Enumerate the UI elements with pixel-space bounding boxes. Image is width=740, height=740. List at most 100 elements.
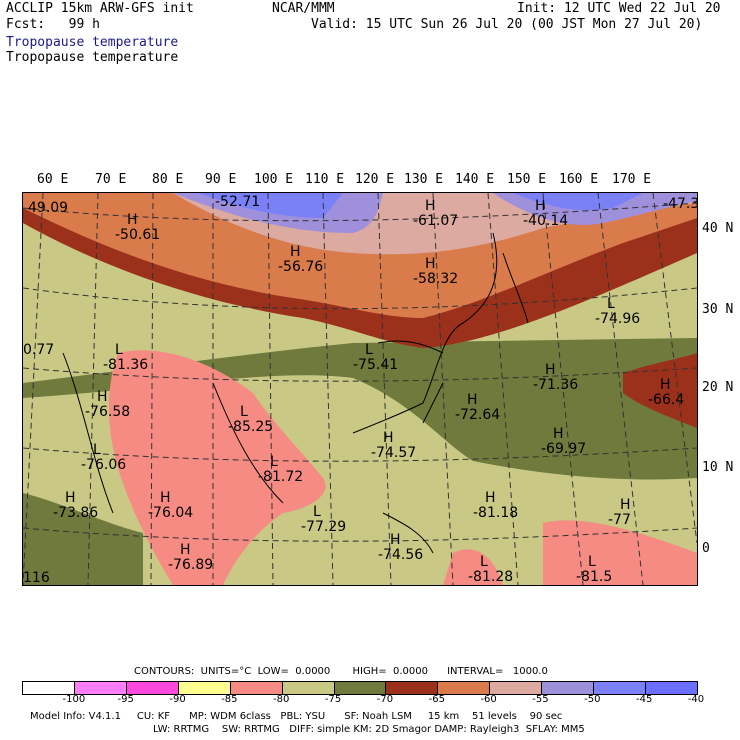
model-info-line2: LW: RRTMG SW: RRTMG DIFF: simple KM: 2D … [153, 724, 585, 735]
color-bar-tick: -50 [584, 694, 601, 705]
lat-label: 0 [702, 541, 710, 556]
extremum-value: -76.89 [168, 557, 214, 573]
extremum-symbol: H [390, 532, 401, 548]
extremum-marker: L -85.25 [228, 405, 273, 435]
extremum-marker: H -76.89 [168, 543, 213, 573]
color-bar-tick: -95 [117, 694, 134, 705]
extremum-value: -74.96 [595, 311, 641, 327]
extremum-value: -66.4 [648, 392, 685, 408]
extremum-marker: H -76.04 [148, 491, 193, 521]
lat-label: 10 N [702, 460, 734, 475]
extremum-marker: H -74.56 [378, 533, 423, 563]
graticule [23, 193, 697, 585]
extremum-marker: H -50.61 [115, 213, 160, 243]
lon-label: 60 E [37, 172, 69, 187]
extremum-symbol: L [588, 554, 596, 570]
color-bar-tick: -40 [687, 694, 705, 705]
extrema-markers: 49.09H-50.61-52.71H-61.07H-40.14-47.38H-… [23, 193, 697, 586]
color-bar-swatch [126, 682, 179, 694]
extremum-symbol: H [383, 430, 394, 446]
color-bar [22, 681, 698, 695]
extremum-value: -81.5 [576, 569, 613, 585]
color-bar-swatch [74, 682, 127, 694]
init-time: Init: 12 UTC Wed 22 Jul 20 [517, 1, 721, 16]
extremum-value: 116 [23, 570, 50, 586]
extremum-symbol: H [545, 362, 556, 378]
color-bar-swatch [542, 682, 595, 694]
lon-label: 100 E [254, 172, 294, 187]
extremum-symbol: H [425, 198, 436, 214]
extremum-value: -75.41 [353, 357, 399, 373]
extremum-symbol: H [535, 198, 546, 214]
extremum-value: -85.25 [228, 419, 274, 435]
extremum-marker: H -69.97 [541, 427, 586, 457]
color-bar-tick: -80 [273, 694, 290, 705]
extremum-symbol: H [97, 389, 108, 405]
extremum-marker: H -77 [608, 498, 631, 528]
color-bar-swatch [386, 682, 439, 694]
extremum-value: -76.04 [148, 505, 194, 521]
extremum-value: -76.58 [85, 404, 131, 420]
extremum-value: -61.07 [413, 213, 459, 229]
color-bar-swatch [334, 682, 387, 694]
lon-label: 80 E [152, 172, 184, 187]
extremum-symbol: L [270, 454, 278, 470]
lat-label: 40 N [702, 221, 734, 236]
extremum-value: -81.36 [103, 357, 149, 373]
extremum-symbol: H [127, 212, 138, 228]
lon-label: 140 E [455, 172, 495, 187]
extremum-marker: -52.71 [215, 195, 260, 210]
color-bar-swatch [646, 682, 697, 694]
field-title-blue: Tropopause temperature [6, 35, 179, 50]
extremum-value: -73.86 [53, 505, 99, 521]
extremum-value: -72.64 [455, 407, 501, 423]
color-bar-tick: -70 [376, 694, 394, 705]
extremum-symbol: L [365, 342, 373, 358]
extremum-marker: L -81.28 [468, 555, 513, 585]
extremum-symbol: H [160, 490, 171, 506]
extremum-value: -81.18 [473, 505, 519, 521]
extremum-symbol: H [467, 392, 478, 408]
extremum-symbol: H [290, 244, 301, 260]
color-bar-swatch [282, 682, 335, 694]
extremum-symbol: H [180, 542, 191, 558]
extremum-symbol: L [115, 342, 123, 358]
extremum-marker: -47.38 [663, 197, 697, 212]
extremum-marker: L -76.06 [81, 443, 126, 473]
extremum-marker: H -61.07 [413, 199, 458, 229]
coastlines [62, 232, 529, 554]
lon-label: 110 E [305, 172, 345, 187]
band-minus80 [108, 350, 326, 585]
lon-label: 130 E [404, 172, 444, 187]
color-bar-tick: -60 [480, 694, 497, 705]
extremum-marker: L -74.96 [595, 297, 640, 327]
extremum-marker: L -81.5 [576, 555, 612, 585]
color-bar-swatch [438, 682, 491, 694]
extremum-value: -81.28 [468, 569, 514, 585]
extremum-marker: H -58.32 [413, 257, 458, 287]
extremum-value: -77.29 [301, 519, 347, 535]
map-canvas [23, 193, 697, 585]
extremum-marker: H -81.18 [473, 491, 518, 521]
color-bar-tick: -100 [62, 694, 86, 705]
extremum-value: -40.14 [523, 213, 569, 229]
extremum-symbol: L [313, 504, 321, 520]
color-bar-tick: -55 [532, 694, 549, 705]
lon-label: 160 E [559, 172, 599, 187]
extremum-marker: L -81.72 [258, 455, 303, 485]
extremum-marker: H -40.14 [523, 199, 568, 229]
color-bar-tick: -65 [428, 694, 445, 705]
extremum-symbol: H [620, 497, 631, 513]
extremum-value: -81.72 [258, 469, 304, 485]
lat-label: 20 N [702, 380, 734, 395]
color-bar-swatch [490, 682, 543, 694]
contours-info: CONTOURS: UNITS=°C LOW= 0.0000 HIGH= 0.0… [134, 666, 548, 677]
lon-label: 120 E [355, 172, 395, 187]
model-info-line1: Model Info: V4.1.1 CU: KF MP: WDM 6class… [30, 711, 563, 722]
extremum-marker: L -77.29 [301, 505, 346, 535]
forecast-hour: Fcst: 99 h [6, 17, 100, 32]
extremum-marker: H -73.86 [53, 491, 98, 521]
extremum-value: -50.61 [115, 227, 161, 243]
extremum-marker: H -66.4 [648, 378, 684, 408]
lon-label: 150 E [507, 172, 547, 187]
